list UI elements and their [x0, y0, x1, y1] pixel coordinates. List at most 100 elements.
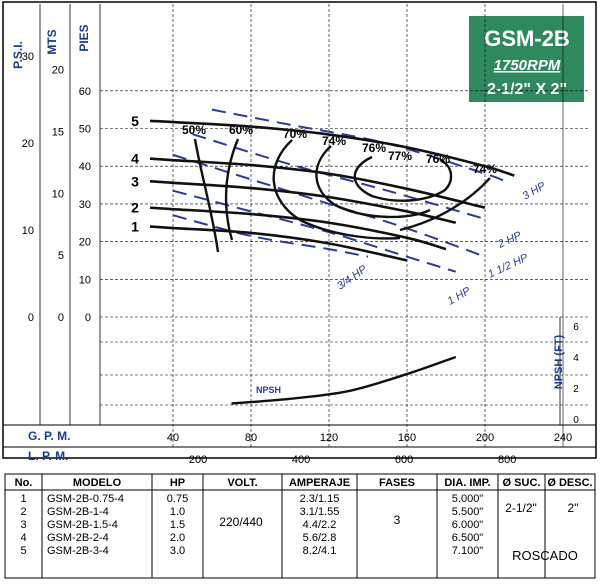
npsh-curve-label: NPSH	[256, 385, 281, 395]
mts-tick-label: 5	[58, 250, 64, 262]
table-connection: ROSCADO	[512, 548, 578, 563]
table-header-cell: No.	[15, 477, 33, 489]
lpm-tick-label: 200	[189, 454, 207, 466]
table-cell: 2	[20, 506, 26, 518]
chart-title-size: 2-1/2" X 2"	[487, 81, 567, 98]
hp-line	[172, 153, 486, 258]
efficiency-label: 74%	[322, 134, 346, 148]
efficiency-label: 76%	[362, 141, 386, 155]
table-cell: 7.100"	[452, 545, 484, 557]
lpm-tick-label: 800	[498, 454, 516, 466]
lpm-axis-label: L. P. M.	[28, 449, 68, 463]
head-curve-label: 3	[131, 173, 139, 189]
table-header-cell: Ø DESC.	[547, 477, 592, 489]
table-header-cell: HP	[170, 477, 185, 489]
table-header-cell: Ø SUC.	[503, 477, 541, 489]
npsh-tick-label: 2	[573, 384, 579, 395]
mts-tick-label: 0	[58, 312, 64, 324]
title-box	[467, 14, 586, 104]
mts-tick-label: 10	[52, 188, 64, 200]
table-header-cell: FASES	[379, 477, 415, 489]
head-curves: 1 2 3 4 5	[131, 113, 515, 262]
npsh-tick-label: 6	[573, 322, 579, 333]
table-desc: 2"	[568, 501, 579, 515]
table-header-cell: MODELO	[73, 477, 122, 489]
table-volt: 220/440	[219, 515, 263, 529]
table-cell: GSM-2B-1.5-4	[47, 519, 118, 531]
pies-tick-label: 40	[79, 161, 91, 173]
npsh-curve: NPSH	[231, 355, 457, 405]
table-cell: 3.1/1.55	[300, 506, 340, 518]
table-cell: 6.000"	[452, 519, 484, 531]
table-header-cell: DIA. IMP.	[444, 477, 490, 489]
gpm-tick-label: 160	[398, 432, 416, 444]
gpm-tick-label: 200	[476, 432, 494, 444]
gpm-axis-label: G. P. M.	[28, 429, 70, 443]
gpm-tick-label: 240	[554, 432, 572, 444]
head-curve	[149, 179, 457, 225]
table-cell: 5.6/2.8	[303, 532, 337, 544]
table-suc: 2-1/2"	[505, 501, 537, 515]
table-cell: GSM-2B-1-4	[47, 506, 109, 518]
pies-tick-label: 0	[85, 312, 91, 324]
lpm-tick-label: 400	[292, 454, 310, 466]
pies-tick-label: 10	[79, 274, 91, 286]
gpm-tick-label: 40	[167, 432, 179, 444]
npsh-tick-label: 0	[573, 415, 579, 426]
pies-tick-label: 60	[79, 86, 91, 98]
chart-title-model: GSM-2B	[484, 26, 570, 51]
efficiency-curve	[193, 138, 220, 253]
table-cell: GSM-2B-0.75-4	[47, 493, 124, 505]
head-curve-label: 4	[131, 151, 139, 167]
model-table: No. MODELO HP VOLT. AMPERAJE FASES DIA. IMP. Ø …	[4, 473, 596, 579]
table-cell: 5.500"	[452, 506, 484, 518]
gpm-tick-label: 120	[320, 432, 338, 444]
table-cell: 8.2/4.1	[303, 545, 337, 557]
table-cell: 1.0	[170, 506, 185, 518]
table-cell: 0.75	[167, 493, 188, 505]
head-curve	[149, 206, 447, 251]
table-cell: GSM-2B-2-4	[47, 532, 109, 544]
efficiency-curve	[353, 155, 453, 202]
head-curve-label: 5	[131, 113, 139, 129]
head-curve-label: 1	[131, 219, 139, 235]
head-curve	[149, 157, 486, 209]
table-body: 1 GSM-2B-0.75-4 0.75 2.3/1.15 5.000" 2 GSM-2B-…	[20, 493, 483, 557]
table-cell: 2.0	[170, 532, 185, 544]
npsh-tick-label: 4	[573, 353, 579, 364]
hp-line	[172, 214, 369, 258]
table-cell: 2.3/1.15	[300, 493, 340, 505]
pies-tick-label: 30	[79, 199, 91, 211]
table-cell: 6.500"	[452, 532, 484, 544]
gpm-tick-label: 80	[245, 432, 257, 444]
mts-tick-label: 15	[52, 126, 64, 138]
efficiency-curve	[399, 177, 491, 232]
efficiency-curve	[315, 145, 431, 219]
psi-tick-label: 30	[22, 51, 34, 63]
pies-tick-label: 20	[79, 237, 91, 249]
head-curve	[149, 225, 408, 262]
efficiency-label: 77%	[388, 149, 412, 163]
table-column-dividers	[41, 474, 546, 578]
psi-tick-label: 20	[22, 138, 34, 150]
table-cell: 1	[20, 493, 26, 505]
lpm-tick-label: 600	[395, 454, 413, 466]
mts-tick-label: 20	[52, 65, 64, 77]
table-header-cell: VOLT.	[227, 477, 257, 489]
mts-axis-label: MTS	[45, 29, 59, 54]
table-cell: 3.0	[170, 545, 185, 557]
psi-tick-label: 0	[28, 312, 34, 324]
grid	[3, 4, 596, 448]
table-cell: 4	[20, 532, 26, 544]
efficiency-label: 50%	[182, 123, 206, 137]
head-curve-label: 2	[131, 200, 139, 216]
npsh-line	[231, 355, 457, 405]
table-header-cell: AMPERAJE	[289, 477, 350, 489]
table-cell: 5	[20, 545, 26, 557]
table-fases: 3	[394, 513, 401, 527]
npsh-axis-label: NPSH (FT)	[553, 334, 565, 389]
table-cell: 3	[20, 519, 26, 531]
